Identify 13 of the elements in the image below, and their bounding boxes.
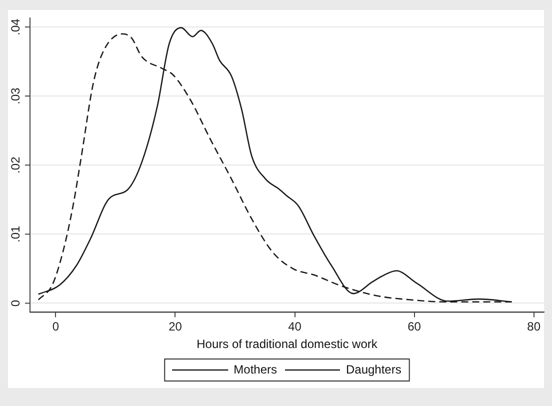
y-tick-label: .04 <box>8 18 22 36</box>
y-tick-label: .01 <box>8 225 22 243</box>
y-tick-label: .02 <box>8 156 22 174</box>
legend-label: Mothers <box>234 362 278 376</box>
y-tick-label: 0 <box>8 300 22 307</box>
x-tick-label: 20 <box>168 320 182 334</box>
x-tick-label: 40 <box>288 320 302 334</box>
x-tick-label: 60 <box>408 320 422 334</box>
x-tick-label: 0 <box>52 320 60 334</box>
y-tick-label: .03 <box>8 87 22 104</box>
x-tick-label: 80 <box>527 320 541 334</box>
legend-label: Daughters <box>346 362 402 376</box>
x-axis-title: Hours of traditional domestic work <box>196 337 378 352</box>
